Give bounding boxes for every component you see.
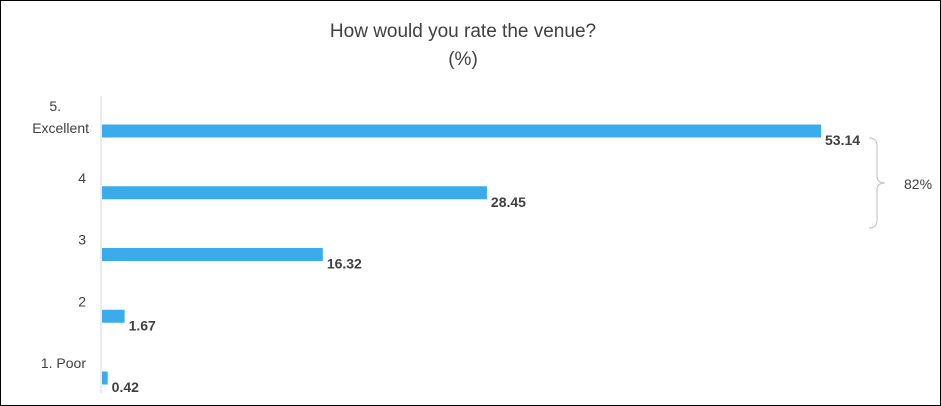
category-label-4: 2 — [78, 293, 86, 309]
data-label-3: 16.32 — [327, 256, 362, 272]
bar-4 — [102, 309, 125, 323]
bracket-annotation: 82% — [868, 137, 932, 229]
bar-series: 53.14 5. Excellent 28.45 4 16.32 3 1.67 2 0.42 1. … — [32, 98, 860, 395]
chart-title: How would you rate the venue? — [330, 21, 596, 42]
data-label-1: 53.14 — [825, 132, 860, 148]
category-label-3: 3 — [78, 232, 86, 248]
bar-1 — [102, 124, 821, 138]
bracket-label: 82% — [904, 176, 932, 192]
category-label-2: 4 — [78, 170, 86, 186]
bracket-shape — [868, 137, 886, 229]
bar-5 — [102, 371, 108, 385]
bar-3 — [102, 248, 323, 261]
category-label-5: 1. Poor — [41, 355, 86, 371]
category-label-1: 5. Excellent — [32, 98, 89, 136]
data-label-5: 0.42 — [112, 379, 139, 395]
chart-subtitle: (%) — [448, 49, 478, 70]
data-label-4: 1.67 — [129, 317, 156, 333]
data-label-2: 28.45 — [491, 194, 526, 210]
bar-2 — [102, 186, 487, 200]
